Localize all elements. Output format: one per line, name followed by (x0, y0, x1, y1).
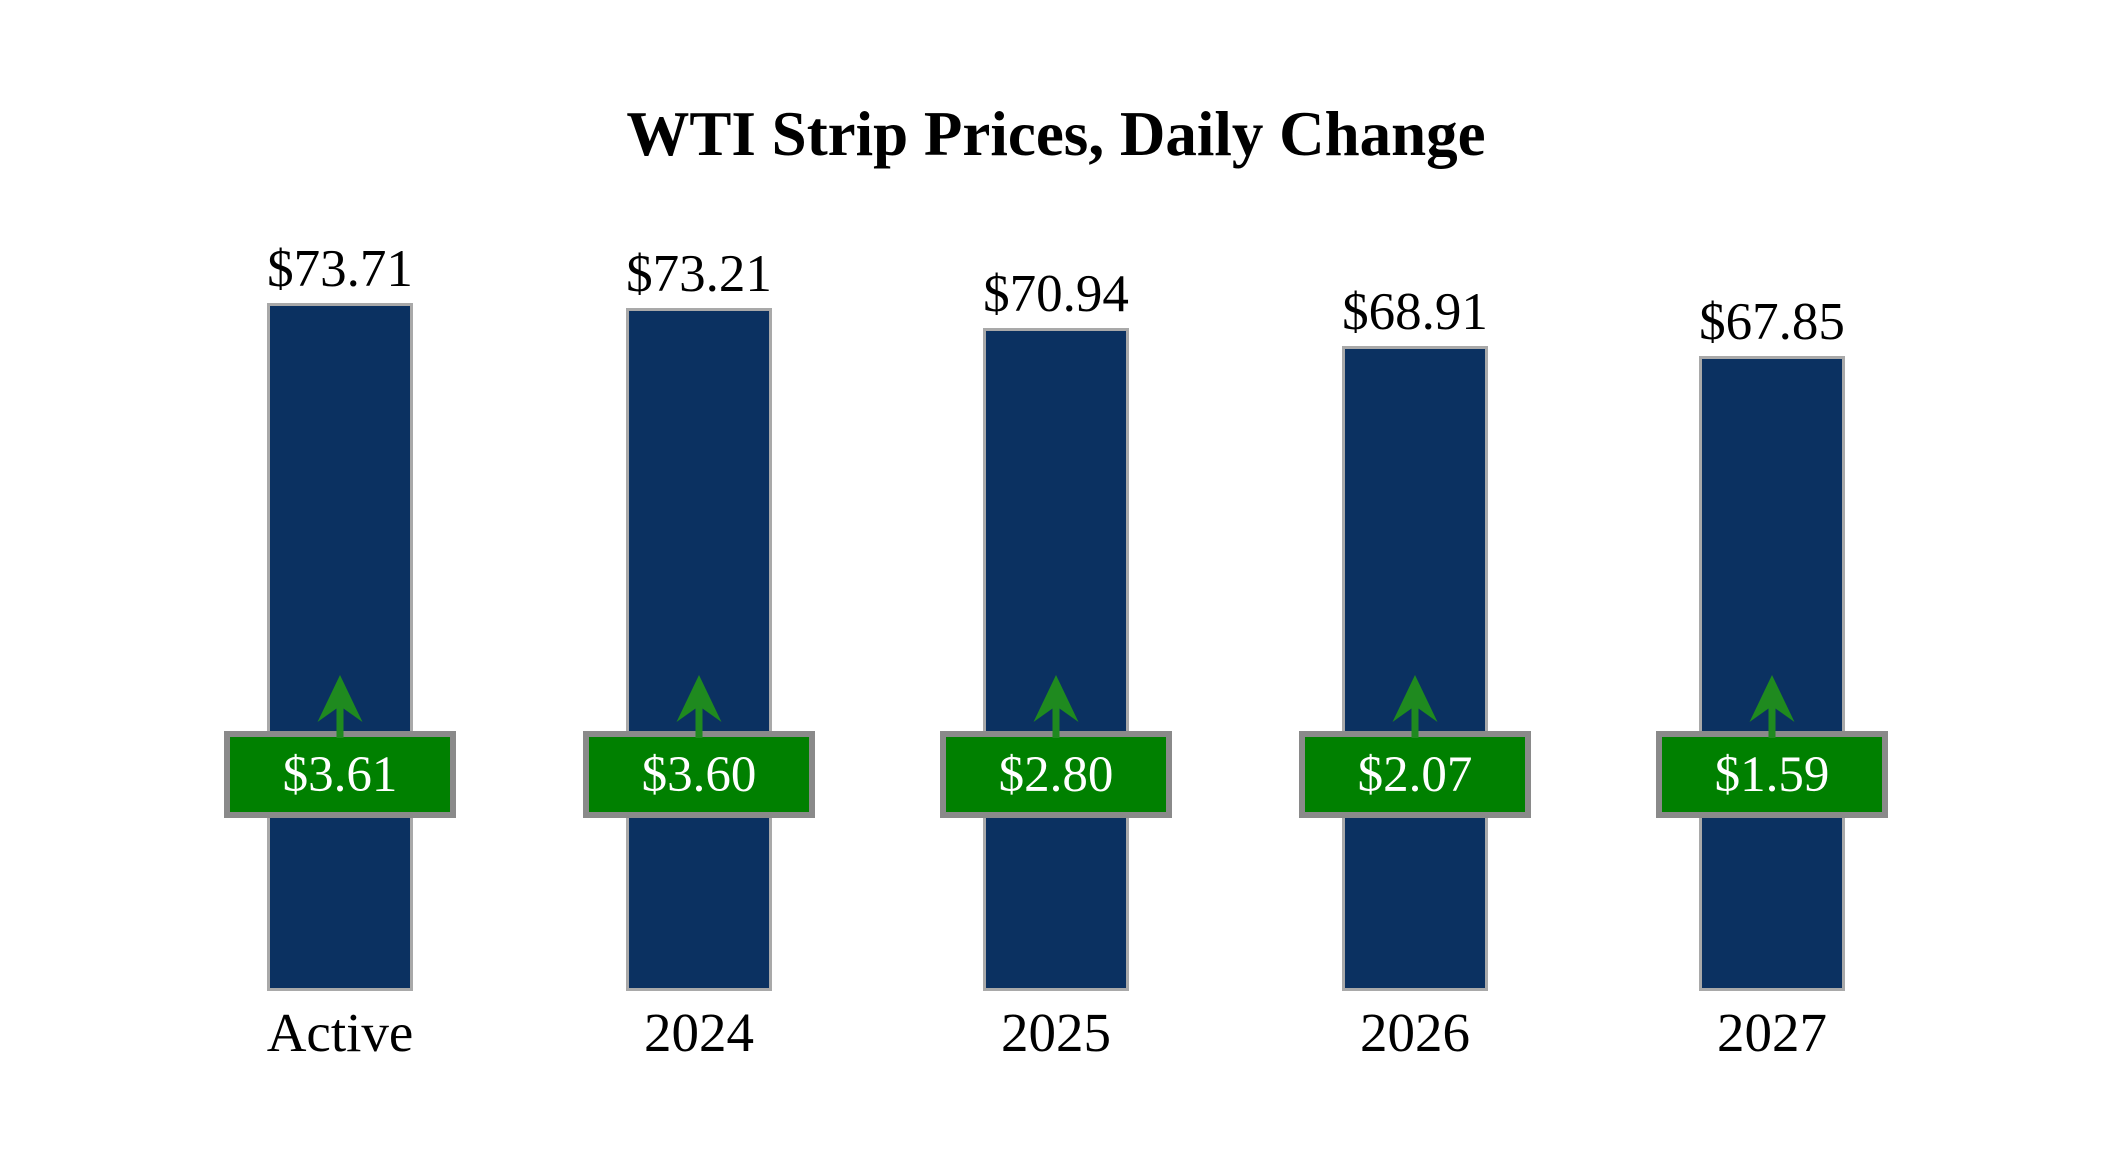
up-arrow-icon (317, 675, 363, 738)
daily-change-value: $2.80 (998, 746, 1114, 803)
price-bar (626, 308, 772, 991)
daily-change-badge: $1.59 (1656, 731, 1888, 818)
daily-change-value: $3.61 (282, 746, 398, 803)
price-bar (1342, 346, 1488, 991)
daily-change-value: $2.07 (1357, 746, 1473, 803)
up-arrow-icon (1033, 675, 1079, 738)
price-bar (983, 328, 1129, 991)
category-label: Active (266, 1002, 414, 1063)
daily-change-badge: $3.60 (583, 731, 815, 818)
price-label: $70.94 (983, 265, 1129, 323)
daily-change-value: $3.60 (641, 746, 757, 803)
category-label: 2024 (644, 1002, 754, 1063)
daily-change-badge: $3.61 (224, 731, 456, 818)
up-arrow-icon (1392, 675, 1438, 738)
up-arrow-icon (676, 675, 722, 738)
category-label: 2027 (1717, 1002, 1827, 1063)
daily-change-badge: $2.80 (940, 731, 1172, 818)
price-label: $73.21 (626, 245, 772, 303)
up-arrow-icon (1749, 675, 1795, 738)
bar-group: $68.91 $2.07 2026 (1299, 0, 1531, 1152)
daily-change-value: $1.59 (1714, 746, 1830, 803)
daily-change-badge: $2.07 (1299, 731, 1531, 818)
category-label: 2025 (1001, 1002, 1111, 1063)
bar-group: $70.94 $2.80 2025 (940, 0, 1172, 1152)
price-bar (267, 303, 413, 991)
price-label: $68.91 (1342, 283, 1488, 341)
chart-title: WTI Strip Prices, Daily Change (626, 99, 1486, 169)
bar-group: $73.21 $3.60 2024 (583, 0, 815, 1152)
bar-group: $73.71 $3.61 Active (224, 0, 456, 1152)
bar-group: $67.85 $1.59 2027 (1656, 0, 1888, 1152)
price-label: $67.85 (1699, 293, 1845, 351)
price-bar (1699, 356, 1845, 991)
price-label: $73.71 (267, 240, 413, 298)
category-label: 2026 (1360, 1002, 1470, 1063)
